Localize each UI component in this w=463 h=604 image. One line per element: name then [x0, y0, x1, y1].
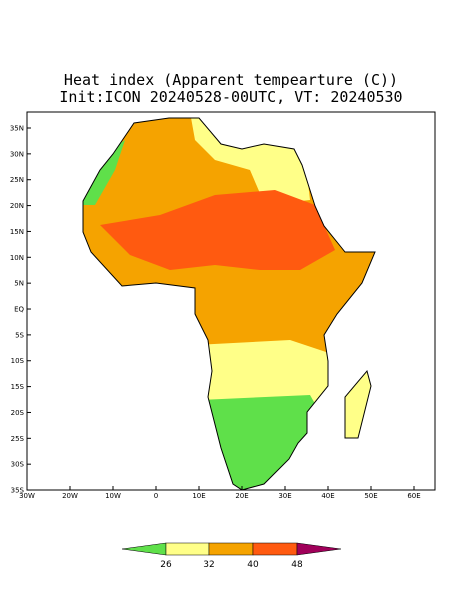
heat-sahel: [100, 190, 335, 270]
lat-label: 15S: [11, 383, 25, 391]
lat-label: 25S: [11, 435, 25, 443]
title: Heat index (Apparent tempearture (C)): [64, 71, 398, 89]
lat-label: 5N: [14, 280, 24, 288]
lon-label: 30E: [278, 492, 291, 500]
lat-label: 30N: [10, 150, 24, 158]
lon-label: 10W: [105, 492, 121, 500]
lat-label: 35S: [11, 487, 25, 495]
lon-label: 20W: [62, 492, 78, 500]
axis-labels: 35N 30N 25N 20N 15N 10N 5N EQ 5S 10S 15S 20S 25S 30S 3…: [10, 125, 421, 501]
lat-label: 5S: [15, 331, 24, 339]
lat-label: 20S: [11, 409, 25, 417]
colorbar-segment: [208, 542, 254, 556]
colorbar-segment: [296, 542, 342, 556]
lat-label: 10N: [10, 254, 24, 262]
colorbar-label: 48: [291, 560, 303, 570]
colorbar-label: 32: [203, 560, 214, 570]
lat-label: 30S: [11, 461, 25, 469]
madagascar: [344, 369, 372, 439]
lat-label: 10S: [11, 357, 25, 365]
subtitle: Init:ICON 20240528-00UTC, VT: 20240530: [59, 88, 402, 106]
lat-label: 15N: [10, 228, 24, 236]
lon-label: 20E: [235, 492, 248, 500]
colorbar: 26 32 40 48: [121, 542, 342, 570]
heat-south: [195, 340, 335, 410]
colorbar-segment: [252, 542, 298, 556]
lon-label: 50E: [364, 492, 377, 500]
lat-label: EQ: [14, 306, 24, 314]
lon-label: 60E: [407, 492, 420, 500]
colorbar-segment: [165, 542, 210, 556]
coastline: [82, 117, 376, 491]
lon-label: 30W: [19, 492, 35, 500]
lat-label: 25N: [10, 176, 24, 184]
colorbar-segment: [121, 542, 167, 556]
lat-label: 20N: [10, 202, 24, 210]
lon-label: 0: [154, 492, 158, 500]
heat-cool-northwest: [83, 140, 125, 205]
colorbar-label: 40: [247, 560, 259, 570]
lon-label: 40E: [321, 492, 334, 500]
colorbar-label: 26: [160, 560, 172, 570]
lat-label: 35N: [10, 125, 24, 133]
lon-label: 10E: [192, 492, 205, 500]
